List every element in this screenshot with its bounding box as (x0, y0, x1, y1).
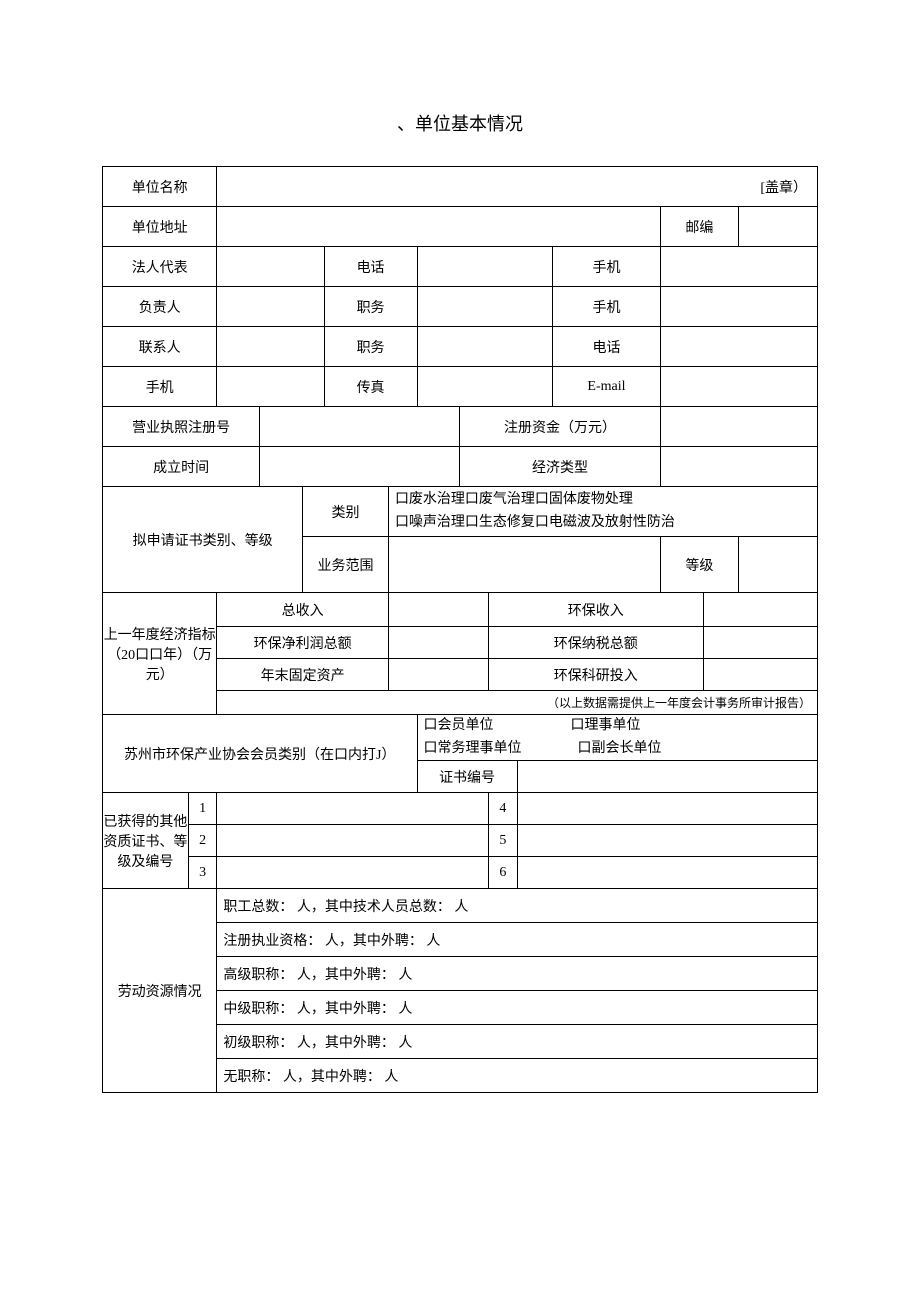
env-profit-label: 环保净利润总额 (217, 627, 389, 659)
category-options[interactable]: 口废水治理口废气治理口固体废物处理 口噪声治理口生态修复口电磁波及放射性防治 (388, 487, 817, 537)
phone-label-2: 电话 (553, 327, 660, 367)
cert-no-field[interactable] (517, 761, 817, 793)
last-year-label: 上一年度经济指标（20口口年）（万元） (103, 593, 217, 715)
email-label: E-mail (553, 367, 660, 407)
license-no-field[interactable] (260, 407, 460, 447)
cert-n5: 5 (489, 825, 518, 857)
scope-field[interactable] (388, 537, 660, 593)
phone-field-3[interactable] (660, 327, 817, 367)
cert-field-3[interactable] (217, 857, 489, 889)
note-text: （以上数据需提供上一年度会计事务所审计报告） (217, 691, 818, 715)
env-research-field[interactable] (703, 659, 818, 691)
other-cert-label: 已获得的其他资质证书、等级及编号 (103, 793, 189, 889)
grade-label: 等级 (660, 537, 739, 593)
cert-field-4[interactable] (517, 793, 817, 825)
est-date-label: 成立时间 (103, 447, 260, 487)
unit-address-label: 单位地址 (103, 207, 217, 247)
cert-no-label: 证书编号 (417, 761, 517, 793)
phone-label-1: 电话 (324, 247, 417, 287)
cert-n2: 2 (188, 825, 217, 857)
unit-name-field[interactable]: [盖章） (217, 167, 818, 207)
position-label-1: 职务 (324, 287, 417, 327)
fax-label: 传真 (324, 367, 417, 407)
email-field[interactable] (660, 367, 817, 407)
form-table: 单位名称 [盖章） 单位地址 邮编 法人代表 电话 手机 负责人 职务 手机 (102, 166, 818, 1093)
position-field-1[interactable] (417, 287, 553, 327)
cert-field-6[interactable] (517, 857, 817, 889)
cert-field-2[interactable] (217, 825, 489, 857)
labor-row-3[interactable]: 高级职称： 人，其中外聘： 人 (217, 957, 818, 991)
env-tax-label: 环保纳税总额 (489, 627, 703, 659)
env-research-label: 环保科研投入 (489, 659, 703, 691)
reg-capital-label: 注册资金（万元） (460, 407, 660, 447)
member-options[interactable]: 口会员单位 口理事单位 口常务理事单位 口副会长单位 (417, 715, 817, 761)
apply-cert-label: 拟申请证书类别、等级 (103, 487, 303, 593)
mobile-label-3: 手机 (103, 367, 217, 407)
license-no-label: 营业执照注册号 (103, 407, 260, 447)
unit-name-label: 单位名称 (103, 167, 217, 207)
mobile-field-2[interactable] (660, 287, 817, 327)
legal-rep-field[interactable] (217, 247, 324, 287)
mobile-field-1[interactable] (660, 247, 817, 287)
mobile-label-2: 手机 (553, 287, 660, 327)
member-type-label: 苏州市环保产业协会会员类别（在口内打J） (103, 715, 418, 793)
year-end-assets-field[interactable] (388, 659, 488, 691)
fax-field[interactable] (417, 367, 553, 407)
total-income-field[interactable] (388, 593, 488, 627)
year-end-assets-label: 年末固定资产 (217, 659, 389, 691)
postcode-label: 邮编 (660, 207, 739, 247)
position-label-2: 职务 (324, 327, 417, 367)
unit-address-field[interactable] (217, 207, 660, 247)
cert-n3: 3 (188, 857, 217, 889)
cert-n6: 6 (489, 857, 518, 889)
mobile-label-1: 手机 (553, 247, 660, 287)
principal-label: 负责人 (103, 287, 217, 327)
est-date-field[interactable] (260, 447, 460, 487)
labor-row-5[interactable]: 初级职称： 人，其中外聘： 人 (217, 1025, 818, 1059)
econ-type-field[interactable] (660, 447, 817, 487)
env-tax-field[interactable] (703, 627, 818, 659)
legal-rep-label: 法人代表 (103, 247, 217, 287)
env-profit-field[interactable] (388, 627, 488, 659)
mobile-field-3[interactable] (217, 367, 324, 407)
contact-field[interactable] (217, 327, 324, 367)
env-income-label: 环保收入 (489, 593, 703, 627)
member-options-line2: 口常务理事单位 口副会长单位 (424, 738, 817, 760)
page-title: 、单位基本情况 (102, 110, 818, 136)
scope-label: 业务范围 (303, 537, 389, 593)
labor-row-4[interactable]: 中级职称： 人，其中外聘： 人 (217, 991, 818, 1025)
cert-n1: 1 (188, 793, 217, 825)
grade-field[interactable] (739, 537, 818, 593)
labor-row-6[interactable]: 无职称： 人，其中外聘： 人 (217, 1059, 818, 1093)
cert-n4: 4 (489, 793, 518, 825)
position-field-2[interactable] (417, 327, 553, 367)
labor-row-2[interactable]: 注册执业资格： 人，其中外聘： 人 (217, 923, 818, 957)
cert-field-5[interactable] (517, 825, 817, 857)
principal-field[interactable] (217, 287, 324, 327)
env-income-field[interactable] (703, 593, 818, 627)
member-options-line1: 口会员单位 口理事单位 (424, 715, 817, 737)
labor-label: 劳动资源情况 (103, 889, 217, 1093)
contact-label: 联系人 (103, 327, 217, 367)
phone-field-1[interactable] (417, 247, 553, 287)
total-income-label: 总收入 (217, 593, 389, 627)
cert-field-1[interactable] (217, 793, 489, 825)
postcode-field[interactable] (739, 207, 818, 247)
labor-row-1[interactable]: 职工总数： 人，其中技术人员总数： 人 (217, 889, 818, 923)
econ-type-label: 经济类型 (460, 447, 660, 487)
reg-capital-field[interactable] (660, 407, 817, 447)
category-label: 类别 (303, 487, 389, 537)
